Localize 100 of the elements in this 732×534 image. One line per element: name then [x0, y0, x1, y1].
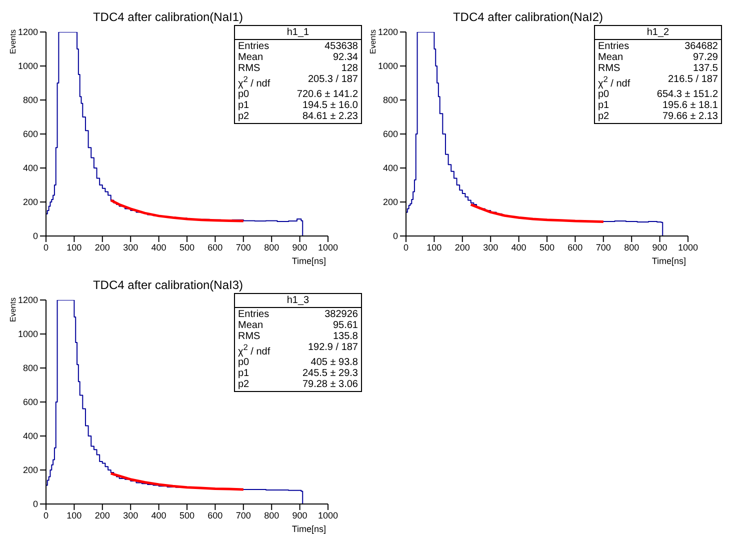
annotation: Mean [238, 52, 264, 63]
y-tick-label: 800 [22, 95, 38, 106]
y-axis-title: Events [368, 30, 378, 54]
annotation: 205.3 / 187 [308, 74, 358, 87]
chart-title: TDC4 after calibration(NaI2) [452, 10, 604, 24]
x-tick-label: 300 [123, 242, 138, 252]
annotation: p2 [598, 111, 610, 122]
x-tick-label: 600 [568, 242, 583, 252]
y-tick-label: 1200 [378, 27, 398, 38]
y-tick-label: 600 [382, 129, 398, 140]
y-axis-title: Events [8, 298, 18, 322]
x-tick-label: 900 [292, 242, 308, 252]
x-tick-label: 700 [236, 510, 251, 520]
x-tick-label: 500 [179, 510, 195, 520]
y-tick-label: 1200 [18, 295, 38, 306]
y-tick-label: 0 [392, 231, 398, 242]
y-tick-label: 200 [22, 197, 38, 208]
x-tick-label: 600 [208, 242, 223, 252]
text: 137.5 [692, 63, 718, 74]
annotation: h1_3 [235, 294, 361, 308]
x-tick-label: 900 [292, 510, 308, 520]
x-tick-label: 1000 [678, 242, 698, 252]
annotation: 195.6 ± 18.1 [662, 100, 718, 112]
annotation: p1 [598, 100, 610, 112]
y-tick-label: 400 [22, 163, 38, 174]
chart-title: TDC4 after calibration(NaI1) [92, 10, 244, 24]
annotation: 79.66 ± 2.13 [662, 111, 718, 122]
y-tick-label: 200 [382, 197, 398, 208]
annotation: 194.5 ± 16.0 [302, 100, 358, 112]
annotation: 84.61 ± 2.23 [302, 111, 358, 122]
text: 97.29 [692, 52, 718, 63]
x-tick-label: 200 [94, 242, 110, 252]
x-tick-label: 100 [66, 242, 82, 252]
x-tick-label: 0 [43, 242, 49, 252]
annotation: Mean [238, 320, 264, 331]
x-tick-label: 400 [151, 242, 166, 252]
y-tick-label: 600 [22, 397, 38, 408]
annotation: Entries [238, 309, 270, 320]
text: 128 [341, 63, 358, 74]
y-tick-label: 1200 [18, 27, 38, 38]
annotation: 654.3 ± 151.2 [656, 89, 718, 100]
line-series [110, 199, 245, 222]
annotation: 79.28 ± 3.06 [302, 379, 358, 390]
annotation: χ$^{2}$ / ndf [238, 342, 270, 358]
annotation: h1_1 [235, 26, 361, 40]
x-tick-label: 700 [596, 242, 611, 252]
y-tick-label: 800 [22, 363, 38, 374]
x-tick-label: 1000 [318, 242, 338, 252]
annotation: p1 [238, 100, 250, 112]
x-axis-title: Time[ns] [292, 256, 326, 266]
annotation: 192.9 / 187 [308, 342, 358, 355]
y-tick-label: 1000 [378, 61, 398, 72]
annotation: RMS [238, 63, 260, 74]
text: 92.34 [332, 52, 358, 63]
x-tick-label: 700 [236, 242, 251, 252]
annotation: Entries [598, 41, 630, 52]
annotation: 245.5 ± 29.3 [302, 368, 358, 380]
x-tick-label: 600 [208, 510, 223, 520]
y-axis-title: Events [8, 30, 18, 54]
x-tick-label: 300 [123, 510, 138, 520]
y-tick-label: 1000 [18, 329, 38, 340]
x-tick-label: 800 [264, 242, 280, 252]
x-tick-label: 800 [264, 510, 280, 520]
x-tick-label: 0 [403, 242, 409, 252]
chart-title: TDC4 after calibration(NaI3) [92, 278, 244, 292]
annotation: p0 [238, 89, 250, 100]
x-tick-label: 200 [94, 510, 110, 520]
annotation: p0 [238, 357, 250, 368]
annotation: 364682 [684, 41, 718, 52]
x-tick-label: 900 [652, 242, 668, 252]
x-tick-label: 400 [151, 510, 166, 520]
annotation: p2 [238, 379, 250, 390]
y-tick-label: 400 [22, 431, 38, 442]
annotation: RMS [238, 331, 260, 342]
y-tick-label: 400 [382, 163, 398, 174]
x-tick-label: 100 [66, 510, 82, 520]
annotation: χ$^{2}$ / ndf [238, 74, 270, 90]
x-tick-label: 500 [539, 242, 555, 252]
line-series [110, 472, 245, 491]
y-tick-label: 1000 [18, 61, 38, 72]
annotation: 453638 [324, 41, 358, 52]
annotation: χ$^{2}$ / ndf [598, 74, 630, 90]
x-axis-title: Time[ns] [292, 524, 326, 534]
text: 135.8 [332, 331, 358, 342]
x-tick-label: 0 [43, 510, 49, 520]
annotation: Mean [598, 52, 624, 63]
annotation: 720.6 ± 141.2 [296, 89, 358, 100]
text: 95.61 [332, 320, 358, 331]
x-tick-label: 800 [624, 242, 640, 252]
x-tick-label: 500 [179, 242, 195, 252]
x-tick-label: 200 [454, 242, 470, 252]
x-tick-label: 400 [511, 242, 526, 252]
annotation: 216.5 / 187 [668, 74, 718, 87]
annotation: 405 ± 93.8 [310, 357, 358, 368]
annotation: p1 [238, 368, 250, 380]
y-tick-label: 800 [382, 95, 398, 106]
y-tick-label: 600 [22, 129, 38, 140]
y-tick-label: 200 [22, 465, 38, 476]
annotation: p0 [598, 89, 610, 100]
x-tick-label: 1000 [318, 510, 338, 520]
